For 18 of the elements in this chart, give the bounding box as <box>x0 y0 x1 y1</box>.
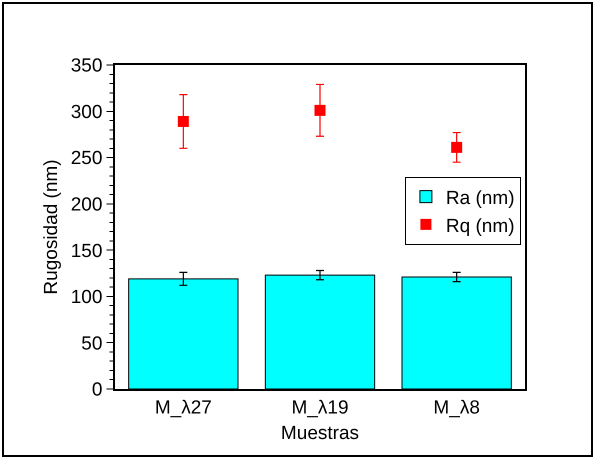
y-tick-label: 0 <box>92 380 102 401</box>
x-tick-label: M_λ8 <box>433 398 480 419</box>
point <box>314 104 326 116</box>
x-axis-title: Muestras <box>280 422 360 444</box>
x-tick-label: M_λ27 <box>154 398 212 419</box>
y-tick-label: 200 <box>70 194 102 216</box>
y-tick-label: 150 <box>70 240 102 262</box>
legend-label: Rq (nm) <box>446 216 515 237</box>
y-tick-label: 100 <box>70 287 102 308</box>
y-tick-label: 350 <box>70 56 102 77</box>
legend-label: Ra (nm) <box>446 188 515 210</box>
point <box>451 142 462 153</box>
y-axis-title: Rugosidad (nm) <box>41 159 62 295</box>
x-tick-label: M_λ19 <box>291 398 349 419</box>
y-tick-label: 300 <box>70 102 102 123</box>
point <box>178 116 189 127</box>
y-tick-label: 250 <box>70 148 102 170</box>
y-tick-label: 50 <box>81 333 102 354</box>
